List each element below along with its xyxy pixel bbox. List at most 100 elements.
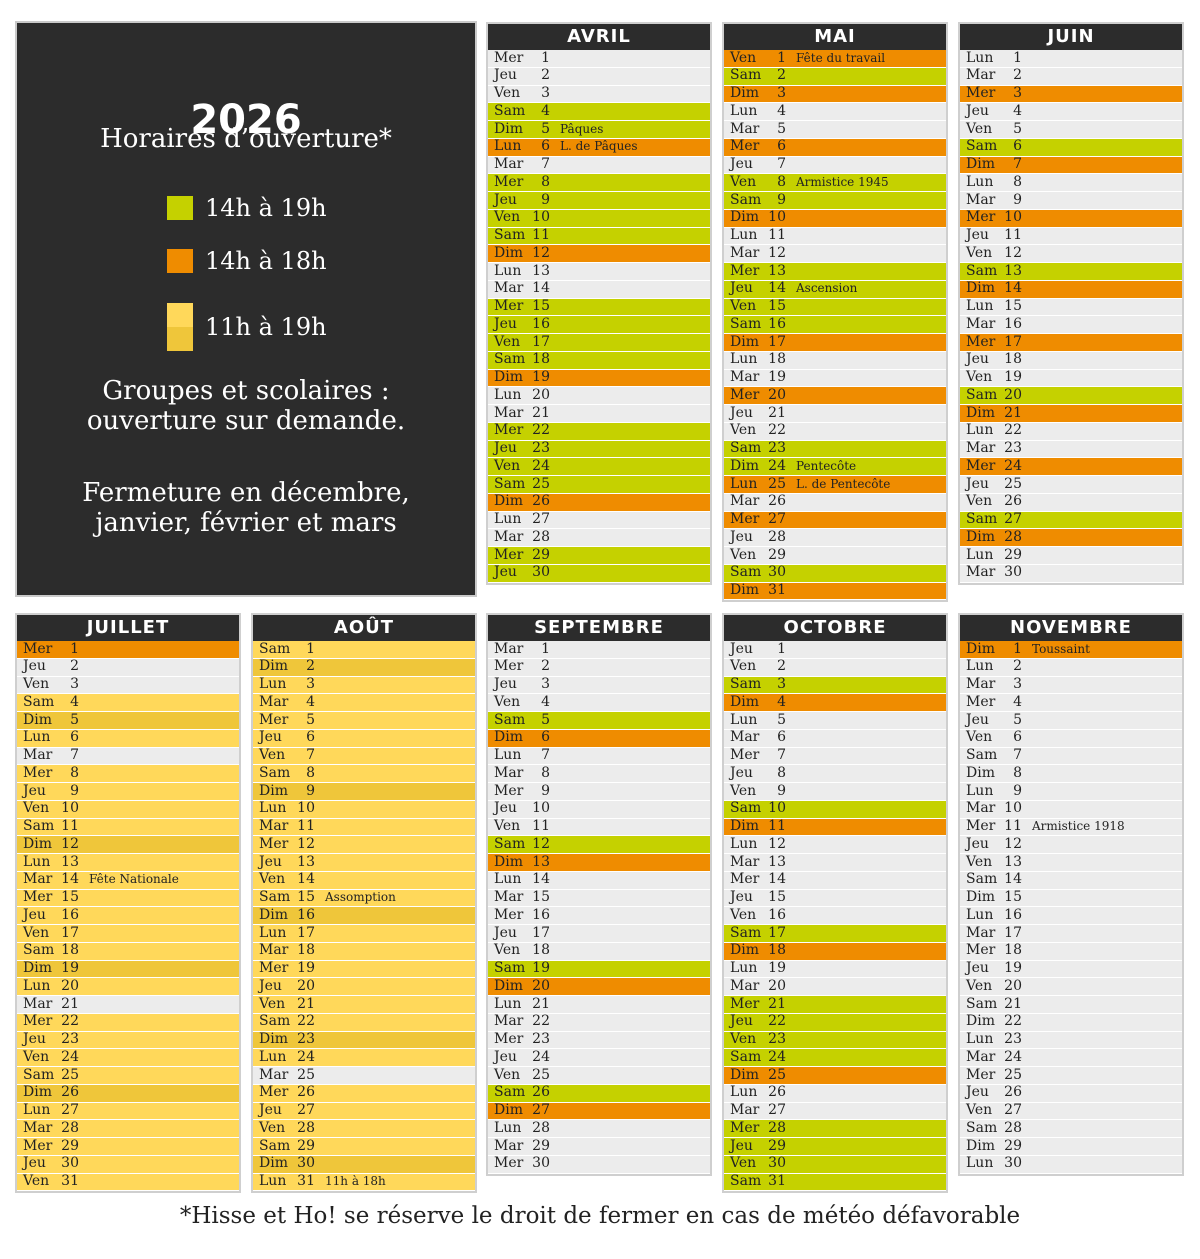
day-name: Dim	[494, 853, 523, 870]
day-row: Dim 8	[960, 765, 1182, 783]
day-number: 1	[777, 640, 786, 657]
day-number: 8	[1013, 764, 1022, 781]
day-number: 27	[1004, 511, 1022, 527]
day-number: 15	[297, 889, 315, 905]
day-row: Ven 20	[960, 978, 1182, 996]
day-row: Mar 19	[724, 369, 946, 388]
day-row: Ven 24	[488, 458, 710, 476]
day-number: 5	[70, 711, 79, 728]
day-number: 16	[61, 906, 79, 923]
day-name: Lun	[494, 871, 522, 888]
day-name: Jeu	[23, 658, 46, 675]
day-number: 28	[297, 1119, 315, 1136]
day-row: Sam 19	[488, 960, 710, 979]
day-number: 19	[297, 960, 315, 976]
day-row: Mar 21	[17, 996, 239, 1014]
day-name: Mar	[730, 1102, 760, 1118]
day-number: 8	[777, 764, 786, 781]
day-row: Lun 4	[724, 103, 946, 121]
day-number: 3	[70, 676, 79, 692]
day-name: Sam	[494, 960, 526, 976]
day-number: 5	[541, 120, 550, 137]
day-name: Mer	[494, 173, 524, 190]
day-number: 25	[61, 1066, 79, 1083]
month-title: JUILLET	[17, 615, 239, 641]
day-row: Mar 1	[488, 641, 710, 659]
day-number: 30	[768, 564, 786, 581]
day-row: Sam 11	[488, 227, 710, 246]
day-list: Dim 1 Toussaint Lun 2 Mar 3 Mer 4 Jeu 5 Ven 6 Sam 7 Dim…	[960, 641, 1182, 1174]
day-row: Sam 11	[17, 818, 239, 837]
day-number: 11	[1004, 227, 1022, 243]
day-name: Sam	[966, 871, 998, 888]
day-name: Mar	[730, 853, 760, 870]
day-row: Mer 16	[488, 907, 710, 925]
day-name: Ven	[730, 173, 757, 190]
day-name: Ven	[730, 782, 757, 799]
day-name: Dim	[966, 156, 995, 172]
day-list: Sam 1 Dim 2 Lun 3 Mar 4 Mer 5 Jeu 6 Ven 7 Sam 8 Dim 9 Lun 1…	[253, 641, 475, 1192]
day-name: Dim	[730, 693, 759, 710]
day-name: Mar	[494, 280, 524, 297]
day-name: Lun	[494, 386, 522, 403]
day-row: Lun 28	[488, 1120, 710, 1138]
day-name: Ven	[966, 244, 993, 261]
day-name: Ven	[494, 942, 521, 959]
day-row: Mar 23	[960, 440, 1182, 459]
day-name: Sam	[259, 764, 291, 781]
day-row: Mar 29	[488, 1138, 710, 1156]
day-name: Mer	[966, 942, 996, 959]
day-name: Dim	[494, 729, 523, 746]
day-number: 11	[61, 818, 79, 834]
day-number: 4	[1013, 693, 1022, 710]
day-name: Lun	[259, 1048, 287, 1065]
day-number: 28	[532, 528, 550, 545]
day-name: Lun	[494, 262, 522, 279]
day-row: Lun 6 L. de Pâques	[488, 138, 710, 157]
day-number: 13	[532, 853, 550, 870]
day-row: Mer 10	[960, 209, 1182, 228]
day-name: Ven	[23, 1173, 50, 1189]
day-name: Jeu	[494, 191, 517, 208]
day-name: Ven	[966, 1102, 993, 1118]
day-name: Jeu	[23, 906, 46, 923]
day-row: Jeu 1	[724, 641, 946, 659]
month-novembre: NOVEMBRE Dim 1 Toussaint Lun 2 Mar 3 Mer 4 Jeu 5 Ve…	[958, 613, 1184, 1176]
day-name: Sam	[23, 693, 55, 710]
day-row: Lun 29	[960, 547, 1182, 565]
day-number: 15	[768, 889, 786, 905]
day-name: Jeu	[730, 1137, 753, 1154]
day-row: Mer 4	[960, 694, 1182, 712]
day-row: Ven 1 Fête du travail	[724, 50, 946, 68]
legend-label: 11h à 19h	[205, 313, 327, 341]
day-number: 31	[297, 1173, 315, 1189]
day-name: Lun	[259, 800, 287, 817]
day-number: 27	[532, 1102, 550, 1118]
day-name: Ven	[259, 995, 286, 1012]
month-title: OCTOBRE	[724, 615, 946, 641]
day-number: 19	[532, 369, 550, 385]
day-number: 8	[777, 173, 786, 190]
day-number: 12	[768, 835, 786, 852]
day-name: Mar	[259, 818, 289, 834]
day-number: 24	[61, 1048, 79, 1065]
day-row: Lun 19	[724, 960, 946, 979]
day-name: Sam	[966, 747, 998, 763]
day-name: Jeu	[259, 729, 282, 746]
day-number: 7	[70, 747, 79, 763]
day-row: Lun 17	[253, 925, 475, 943]
day-row: Lun 23	[960, 1031, 1182, 1050]
day-name: Mar	[494, 528, 524, 545]
day-number: 7	[1013, 156, 1022, 172]
day-name: Sam	[730, 191, 762, 208]
day-number: 8	[1013, 173, 1022, 190]
day-row: Sam 25	[488, 476, 710, 494]
day-row: Ven 30	[724, 1155, 946, 1174]
day-row: Dim 4	[724, 694, 946, 712]
month-avril: AVRIL Mer 1 Jeu 2 Ven 3 Sam 4 Dim 5 Pâques Lun 6 L. d…	[486, 22, 712, 585]
day-number: 29	[768, 546, 786, 563]
day-number: 17	[1004, 333, 1022, 350]
day-name: Jeu	[494, 676, 517, 692]
day-number: 21	[768, 404, 786, 421]
day-number: 22	[532, 1013, 550, 1030]
